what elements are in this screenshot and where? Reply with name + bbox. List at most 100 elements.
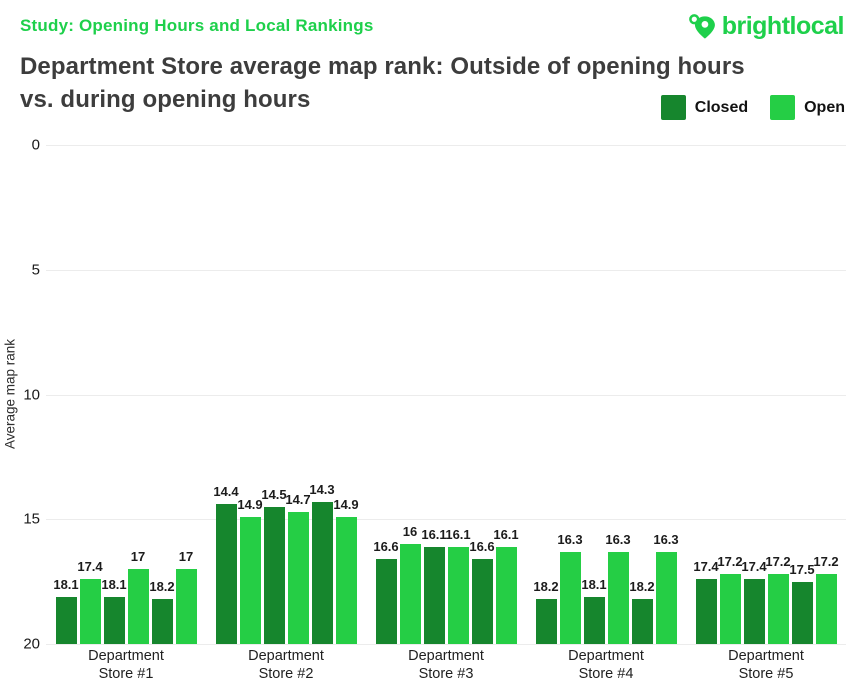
bar-open: 17.4 <box>77 559 103 644</box>
bar-value-label: 16.3 <box>557 531 583 547</box>
bar-value-label: 17 <box>178 549 194 565</box>
gridline <box>46 145 846 146</box>
bar-closed: 18.2 <box>149 579 175 644</box>
bar-open: 16 <box>399 524 421 644</box>
bar-group: 16.6 16 16.1 16.1 16.6 16.1 <box>366 145 526 644</box>
bar-value-label: 17.2 <box>813 554 839 570</box>
bar-closed: 17.5 <box>789 562 815 644</box>
x-axis-label-line: Department <box>408 648 484 664</box>
brightlocal-logo: brightlocal <box>687 11 845 42</box>
bar-value-label: 17.2 <box>765 554 791 570</box>
bar-closed: 18.2 <box>533 579 559 644</box>
bar-closed: 16.1 <box>421 527 447 644</box>
bar-open: 17.2 <box>813 554 839 644</box>
bar-value-label: 16 <box>402 524 418 540</box>
gridline <box>46 269 846 271</box>
bar-open: 14.9 <box>237 497 263 644</box>
bar-open: 16.1 <box>445 527 471 644</box>
bar-open: 17 <box>175 549 197 644</box>
bar-open: 16.3 <box>605 532 631 644</box>
study-kicker: Study: Opening Hours and Local Rankings <box>20 16 374 35</box>
legend-swatch <box>660 95 686 120</box>
bar-value-label: 16.1 <box>493 526 519 542</box>
bar-value-label: 16.6 <box>469 539 495 555</box>
bar-value-label: 14.3 <box>309 481 335 497</box>
bar-closed: 18.2 <box>629 579 655 644</box>
bar-value-label: 17.4 <box>77 559 103 575</box>
bar-open: 14.7 <box>285 492 311 644</box>
legend-swatch <box>770 95 796 120</box>
bar-value-label: 17.4 <box>693 559 719 575</box>
bar-closed: 18.1 <box>53 577 79 644</box>
bar-closed: 14.4 <box>213 484 239 644</box>
bar-value-label: 17 <box>130 549 146 565</box>
bar-group: 18.1 17.4 18.1 17 18.2 17 <box>46 145 206 644</box>
bar-open: 17.2 <box>765 554 791 644</box>
bar-closed: 14.5 <box>261 487 287 644</box>
bar-value-label: 16.1 <box>421 526 447 542</box>
bar-open: 16.3 <box>557 532 583 644</box>
x-axis-label: Department Store #3 <box>366 647 526 683</box>
legend-item-closed: Closed <box>660 95 749 120</box>
bar-value-label: 18.1 <box>101 576 127 592</box>
legend-label: Open <box>804 98 845 116</box>
bar-group: 17.4 17.2 17.4 17.2 17.5 17.2 <box>686 145 846 644</box>
bar-value-label: 16.3 <box>605 531 631 547</box>
y-tick-label: 0 <box>31 136 40 154</box>
bar-closed: 17.4 <box>693 559 719 644</box>
legend-item-open: Open <box>770 95 845 120</box>
bar-value-label: 14.7 <box>285 491 311 507</box>
x-axis-label: Department Store #4 <box>526 647 686 683</box>
brightlocal-pin-icon <box>688 14 715 39</box>
y-tick-label: 5 <box>31 261 40 279</box>
x-axis-label-line: Store #3 <box>418 666 474 682</box>
x-axis-label-line: Department <box>568 648 644 664</box>
bar-closed: 18.1 <box>581 577 607 644</box>
legend: Closed Open <box>660 95 845 120</box>
bar-value-label: 18.2 <box>149 579 175 595</box>
bar-value-label: 16.6 <box>373 539 399 555</box>
chart-title: Department Store average map rank: Outsi… <box>20 50 850 116</box>
bar-value-label: 17.2 <box>717 554 743 570</box>
bar-value-label: 14.9 <box>333 496 359 512</box>
bar-value-label: 18.1 <box>581 576 607 592</box>
bar-open: 17 <box>127 549 149 644</box>
y-tick-label: 15 <box>23 510 40 528</box>
chart-title-line1: Department Store average map rank: Outsi… <box>20 53 745 80</box>
x-axis-label-line: Store #5 <box>738 666 794 682</box>
bar-value-label: 16.3 <box>653 531 679 547</box>
x-axis-label-line: Department <box>728 648 804 664</box>
bar-group: 14.4 14.9 14.5 14.7 14.3 14.9 <box>206 145 366 644</box>
bar-open: 16.1 <box>493 527 519 644</box>
y-tick-label: 10 <box>23 386 40 403</box>
plot-area: 18.1 17.4 18.1 17 18.2 17 14.4 14.9 14.5 14.7 14.3… <box>46 145 846 645</box>
gridline <box>46 519 846 521</box>
chart-title-line2: vs. during opening hours <box>20 86 311 113</box>
x-axis-label-line: Store #1 <box>98 666 154 682</box>
bar-closed: 16.6 <box>469 539 495 644</box>
x-axis-label-line: Department <box>248 648 324 664</box>
bar-open: 14.9 <box>333 497 359 644</box>
bar-group: 18.2 16.3 18.1 16.3 18.2 16.3 <box>526 145 686 644</box>
bar-closed: 18.1 <box>101 577 127 644</box>
x-axis-label: Department Store #1 <box>46 647 206 683</box>
x-axis-label-line: Department <box>88 648 164 664</box>
bar-value-label: 14.5 <box>261 486 287 502</box>
bar-value-label: 17.4 <box>741 559 767 575</box>
bar-value-label: 18.2 <box>533 579 559 595</box>
bar-value-label: 18.1 <box>53 576 79 592</box>
legend-label: Closed <box>694 98 749 116</box>
bar-open: 17.2 <box>717 554 743 644</box>
x-axis-label: Department Store #2 <box>206 647 366 683</box>
x-axis-label-line: Store #4 <box>578 666 634 682</box>
gridline <box>46 394 846 396</box>
bar-value-label: 14.4 <box>213 484 239 500</box>
bar-open: 16.3 <box>653 532 679 644</box>
bar-value-label: 14.9 <box>237 496 263 512</box>
bar-value-label: 16.1 <box>445 526 471 542</box>
bar-closed: 16.6 <box>373 539 399 644</box>
y-tick-label: 20 <box>23 635 40 653</box>
x-axis-label-line: Store #2 <box>258 666 314 682</box>
bar-closed: 17.4 <box>741 559 767 644</box>
